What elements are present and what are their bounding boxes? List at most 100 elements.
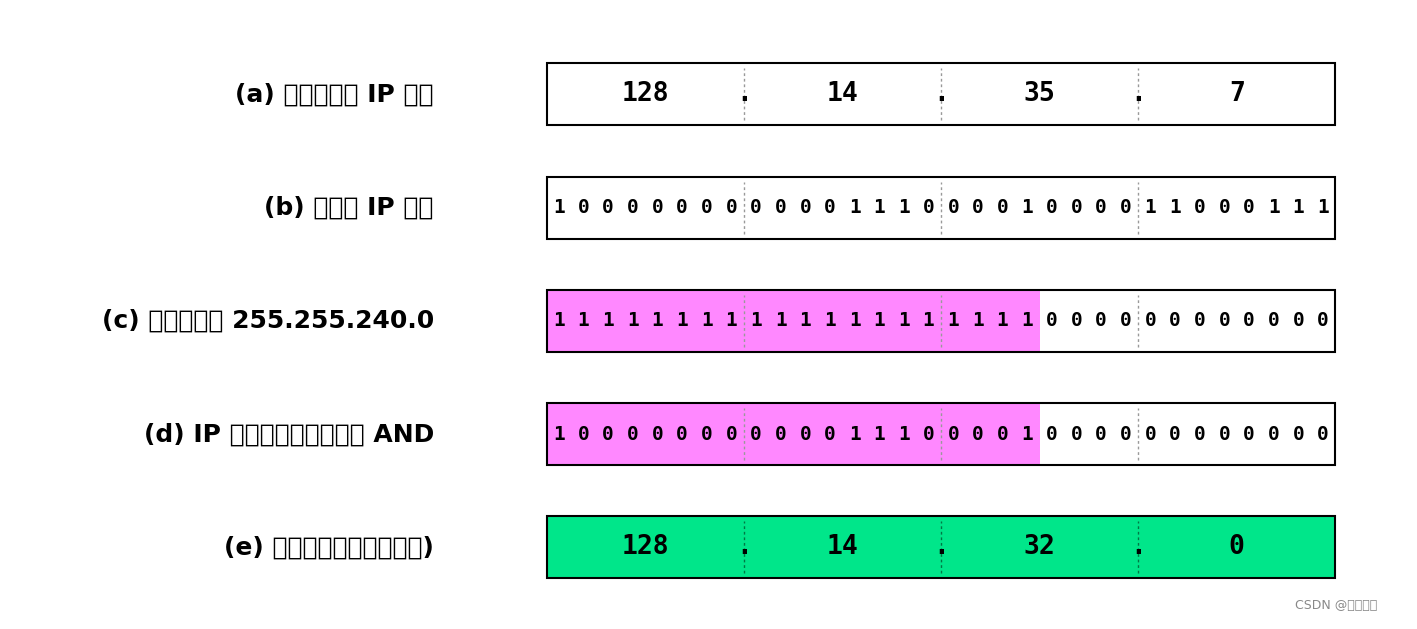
- Text: 0: 0: [1318, 425, 1329, 444]
- Text: 0: 0: [1219, 425, 1230, 444]
- Text: 14: 14: [826, 81, 859, 107]
- Text: 1: 1: [1022, 198, 1033, 217]
- Text: 1: 1: [898, 425, 910, 444]
- Text: 1: 1: [726, 311, 737, 330]
- Text: 1: 1: [898, 311, 910, 330]
- Bar: [547, 290, 1335, 352]
- Text: 0: 0: [1219, 311, 1230, 330]
- Text: 0: 0: [996, 198, 1009, 217]
- Text: (a) 点分十进制 IP 地址: (a) 点分十进制 IP 地址: [235, 82, 434, 106]
- Text: 1: 1: [553, 425, 565, 444]
- Text: 1: 1: [873, 425, 886, 444]
- Text: 0: 0: [1095, 311, 1107, 330]
- Text: .: .: [1131, 534, 1146, 560]
- Text: 7: 7: [1229, 81, 1244, 107]
- Text: 0: 0: [750, 198, 762, 217]
- Text: (e) 网络地址（点分十进制): (e) 网络地址（点分十进制): [224, 535, 434, 559]
- Text: 0: 0: [1292, 311, 1304, 330]
- Text: 0: 0: [1195, 311, 1206, 330]
- Text: 0: 0: [1268, 311, 1280, 330]
- Text: 0: 0: [676, 425, 689, 444]
- Text: 1: 1: [626, 311, 639, 330]
- Text: 0: 0: [1046, 198, 1057, 217]
- Text: 1: 1: [898, 198, 910, 217]
- Text: 0: 0: [972, 425, 983, 444]
- Text: 32: 32: [1023, 534, 1056, 560]
- Text: 0: 0: [1268, 425, 1280, 444]
- Text: 1: 1: [873, 198, 886, 217]
- Text: 0: 0: [1119, 425, 1132, 444]
- Text: (c) 地址掩码是 255.255.240.0: (c) 地址掩码是 255.255.240.0: [102, 309, 434, 333]
- Text: 0: 0: [701, 198, 713, 217]
- Text: .: .: [932, 534, 949, 560]
- Text: 1: 1: [849, 311, 860, 330]
- Text: 0: 0: [1195, 425, 1206, 444]
- Text: 1: 1: [972, 311, 983, 330]
- Text: 1: 1: [1022, 311, 1033, 330]
- Text: 14: 14: [826, 534, 859, 560]
- Text: 0: 0: [578, 425, 589, 444]
- Text: 0: 0: [602, 198, 614, 217]
- Text: 0: 0: [1292, 425, 1304, 444]
- Text: 0: 0: [726, 425, 737, 444]
- Text: .: .: [735, 534, 751, 560]
- Text: 0: 0: [996, 425, 1009, 444]
- Text: 1: 1: [922, 311, 934, 330]
- Text: 1: 1: [775, 311, 786, 330]
- Text: 1: 1: [1022, 425, 1033, 444]
- Text: 1: 1: [578, 311, 589, 330]
- Text: 128: 128: [621, 534, 669, 560]
- Text: 0: 0: [799, 198, 811, 217]
- Text: 0: 0: [922, 198, 934, 217]
- Text: 0: 0: [652, 198, 663, 217]
- Text: 0: 0: [922, 425, 934, 444]
- Text: CSDN @盒马盒马: CSDN @盒马盒马: [1295, 599, 1377, 613]
- Text: 1: 1: [553, 198, 565, 217]
- Text: 0: 0: [1095, 425, 1107, 444]
- Text: 0: 0: [578, 198, 589, 217]
- Text: 0: 0: [1046, 425, 1057, 444]
- Text: 0: 0: [750, 425, 762, 444]
- Text: 0: 0: [626, 198, 639, 217]
- Text: 1: 1: [1268, 198, 1280, 217]
- Text: .: .: [932, 81, 949, 107]
- Bar: [547, 63, 1335, 125]
- Bar: [547, 403, 1335, 465]
- Text: 0: 0: [948, 425, 959, 444]
- Text: 0: 0: [825, 198, 836, 217]
- Text: 0: 0: [972, 198, 983, 217]
- Bar: [1040, 290, 1335, 352]
- Text: 1: 1: [799, 311, 811, 330]
- Text: 0: 0: [1243, 198, 1255, 217]
- Text: 1: 1: [1145, 198, 1156, 217]
- Text: 1: 1: [676, 311, 689, 330]
- Text: 1: 1: [849, 425, 860, 444]
- Text: (d) IP 地址与地址掩码按位 AND: (d) IP 地址与地址掩码按位 AND: [143, 422, 434, 447]
- Text: 1: 1: [1292, 198, 1304, 217]
- Text: 1: 1: [873, 311, 886, 330]
- Text: 0: 0: [1046, 311, 1057, 330]
- Text: 0: 0: [602, 425, 614, 444]
- Text: 0: 0: [1145, 311, 1156, 330]
- Text: 128: 128: [621, 81, 669, 107]
- Text: 0: 0: [626, 425, 639, 444]
- Text: 0: 0: [1243, 311, 1255, 330]
- Text: 0: 0: [948, 198, 959, 217]
- Text: 1: 1: [652, 311, 663, 330]
- Bar: [547, 403, 1040, 465]
- Text: 35: 35: [1023, 81, 1056, 107]
- Bar: [547, 177, 1335, 239]
- Text: 0: 0: [775, 198, 786, 217]
- Text: 1: 1: [701, 311, 713, 330]
- Text: 0: 0: [1195, 198, 1206, 217]
- Text: 1: 1: [750, 311, 762, 330]
- Text: 1: 1: [948, 311, 959, 330]
- Text: 1: 1: [1318, 198, 1329, 217]
- Text: 1: 1: [996, 311, 1009, 330]
- Text: 0: 0: [1243, 425, 1255, 444]
- Text: 0: 0: [701, 425, 713, 444]
- Text: 1: 1: [825, 311, 836, 330]
- Text: 0: 0: [1071, 425, 1083, 444]
- Text: 0: 0: [1219, 198, 1230, 217]
- Text: 0: 0: [1145, 425, 1156, 444]
